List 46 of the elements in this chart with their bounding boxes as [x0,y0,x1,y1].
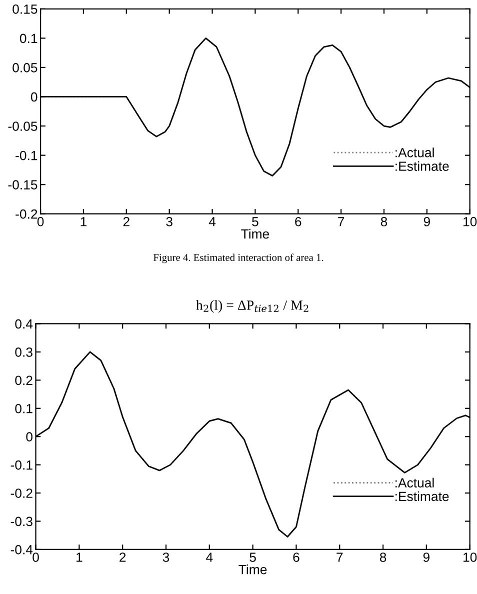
x-tick-label: 7 [338,217,344,226]
chart-title: h$_{2}$(l) = ΔP$_{tie12}$ / M$_{2}$ [196,300,308,313]
y-tick-label: 0 [30,92,38,102]
x-tick-label: 7 [336,552,343,562]
x-axis-title: Time [238,564,267,574]
legend-label: :Estimate [396,161,449,171]
y-tick-label: -0.1 [16,150,38,160]
x-tick-label: 6 [293,552,300,562]
y-tick-label: -0.3 [10,516,32,526]
x-tick-label: 3 [162,552,170,562]
x-tick-label: 8 [380,552,386,562]
x-tick-label: 9 [424,216,430,226]
x-tick-label: 1 [80,217,86,226]
x-tick-label: 2 [120,552,126,562]
x-tick-label: 0 [37,216,44,226]
x-tick-label: 4 [206,552,213,562]
y-tick-label: 0.05 [12,63,38,72]
x-tick-label: 2 [123,216,130,226]
legend-label: :Actual [396,478,434,488]
y-tick-label: 0 [26,432,32,442]
y-tick-label: 0.1 [15,404,32,414]
y-tick-label: 0.3 [15,348,32,357]
x-axis-title: Time [241,228,270,239]
x-tick-label: 9 [423,552,430,562]
y-tick-label: 0.15 [12,4,38,14]
caption: Figure 4. Estimated interaction of area 1. [153,254,324,264]
x-tick-label: 10 [464,216,477,226]
x-tick-label: 5 [252,217,258,226]
y-tick-label: 0.2 [15,376,32,386]
y-tick-label: 0.1 [20,34,38,44]
x-tick-label: 6 [295,216,302,226]
x-tick-label: 8 [380,216,388,226]
y-tick-label: -0.05 [8,122,38,131]
x-tick-label: 5 [250,552,256,562]
legend-label: :Actual [396,148,434,158]
x-tick-label: 3 [166,216,172,226]
x-tick-label: 10 [464,552,477,562]
y-tick-label: 0.4 [15,319,33,329]
legend-label: :Estimate [396,491,449,502]
y-tick-label: -0.15 [8,180,38,190]
y-tick-label: -0.2 [16,209,38,219]
y-tick-label: -0.4 [10,545,33,554]
y-tick-label: -0.1 [10,460,32,470]
y-tick-label: -0.2 [10,488,32,498]
x-tick-label: 1 [76,552,82,562]
x-tick-label: 4 [208,217,216,226]
